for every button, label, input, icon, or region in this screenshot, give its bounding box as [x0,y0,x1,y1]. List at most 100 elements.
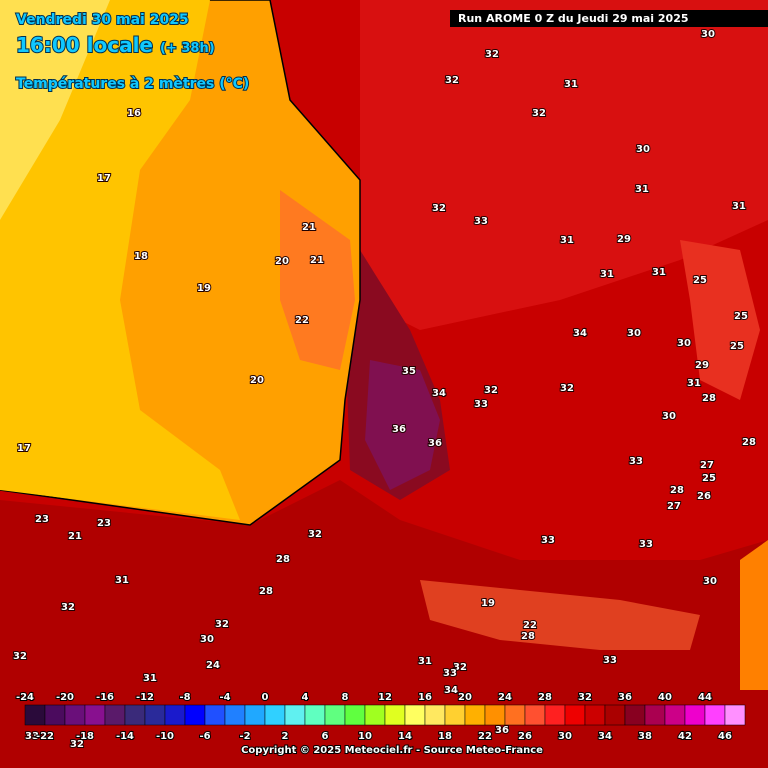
temperature-label: 31 [600,269,614,280]
temperature-label: 17 [97,173,111,184]
scale-box [584,704,606,726]
temperature-label: 30 [627,328,641,339]
scale-box [184,704,206,726]
temperature-label: 28 [742,437,756,448]
temperature-label: 25 [730,341,744,352]
temperature-label: 30 [701,29,715,40]
scale-box [144,704,166,726]
scale-box [564,704,586,726]
temperature-label: 29 [617,234,631,245]
temperature-label: 22 [523,620,537,631]
scale-label: 22 [478,731,492,742]
scale-label: 18 [438,731,452,742]
scale-label: 40 [658,692,672,703]
scale-box [404,704,426,726]
scale-label: -22 [36,731,54,742]
temperature-label: 22 [295,315,309,326]
scale-label: 38 [638,731,652,742]
scale-box [224,704,246,726]
temperature-label: 20 [250,375,264,386]
temperature-label: 29 [695,360,709,371]
temperature-label: 30 [662,411,676,422]
scale-label: 24 [498,692,512,703]
scale-label: 2 [282,731,289,742]
scale-box [104,704,126,726]
field: Températures à 2 mètres (°C) [16,76,249,92]
temperature-label: 32 [61,602,75,613]
temperature-label: 19 [481,598,495,609]
temperature-label: 33 [629,456,643,467]
temperature-label: 18 [134,251,148,262]
scale-box [264,704,286,726]
temperature-label: 23 [97,518,111,529]
temperature-label: 21 [310,255,324,266]
scale-label: 32 [578,692,592,703]
run-banner [450,10,768,27]
scale-label: -10 [156,731,174,742]
temperature-label: 33 [639,539,653,550]
temperature-label: 19 [197,283,211,294]
temperature-label: 32 [560,383,574,394]
legend-bg [0,690,768,768]
scale-label: -2 [239,731,250,742]
temperature-label: 33 [603,655,617,666]
temperature-label: 26 [697,491,711,502]
mountains [420,580,700,650]
date: Vendredi 30 mai 2025 [16,12,189,28]
scale-label: 28 [538,692,552,703]
scale-box [704,704,726,726]
temperature-label: 20 [275,256,289,267]
scale-label: 4 [302,692,309,703]
scale-label: -12 [136,692,154,703]
scale-box [624,704,646,726]
scale-box [84,704,106,726]
temperature-label: 32 [453,662,467,673]
sea-east [740,540,768,690]
scale-box [244,704,266,726]
scale-box [664,704,686,726]
temperature-label: 32 [215,619,229,630]
temperature-label: 36 [428,438,442,449]
footer: Copyright © 2025 Meteociel.fr - Source M… [241,745,543,756]
temperature-label: 24 [206,660,220,671]
scale-label: -20 [56,692,74,703]
temperature-label: 33 [443,668,457,679]
temperature-label: 34 [432,388,446,399]
scale-label: 8 [342,692,349,703]
scale-box [464,704,486,726]
temperature-label: 21 [302,222,316,233]
scale-box [684,704,706,726]
temperature-label: 27 [700,460,714,471]
temperature-label: 33 [25,731,39,742]
scale-box [324,704,346,726]
temperature-label: 32 [13,651,27,662]
temperature-label: 28 [276,554,290,565]
temperature-label: 16 [127,108,141,119]
scale-label: 10 [358,731,372,742]
scale-box [44,704,66,726]
hottest-zone [365,360,440,490]
temperature-label: 31 [560,235,574,246]
scale-box [484,704,506,726]
scale-label: -24 [16,692,34,703]
temperature-label: 27 [667,501,681,512]
scale-label: 36 [618,692,632,703]
temperature-label: 34 [444,685,458,696]
scale-box [504,704,526,726]
time: 16:00 locale [16,33,153,57]
temperature-label: 30 [703,576,717,587]
temperature-label: 32 [484,385,498,396]
temperature-label: 30 [636,144,650,155]
temperature-label: 30 [677,338,691,349]
temperature-label: 36 [495,725,509,736]
scale-box [344,704,366,726]
temperature-label: 28 [702,393,716,404]
temperature-label: 25 [734,311,748,322]
scale-label: 6 [322,731,329,742]
scale-box [284,704,306,726]
temperature-label: 36 [392,424,406,435]
scale-label: 44 [698,692,712,703]
temperature-label: 35 [402,366,416,377]
scale-label: -8 [179,692,190,703]
temperature-label: 31 [635,184,649,195]
